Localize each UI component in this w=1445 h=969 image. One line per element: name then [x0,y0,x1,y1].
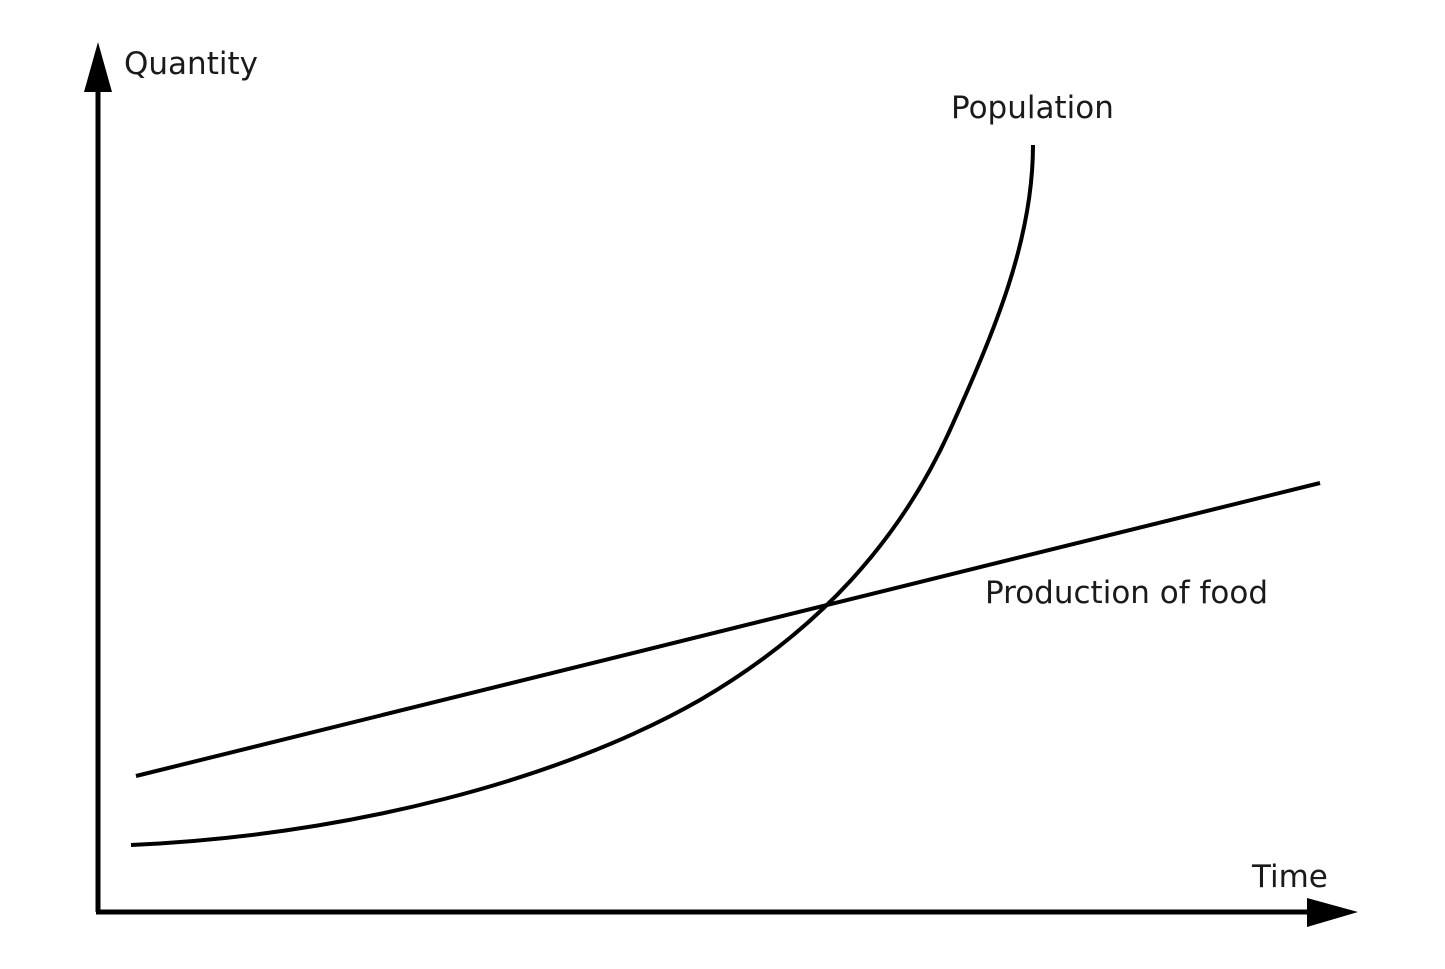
food-production-line [135,481,1321,778]
y-axis-arrowhead-icon [84,42,112,92]
population-label: Population [951,90,1114,126]
y-axis-label: Quantity [124,46,258,82]
population-curve [130,144,1035,847]
x-axis-arrowhead-icon [1307,898,1358,927]
x-axis-label: Time [1252,859,1328,895]
food-production-label: Production of food [985,575,1269,611]
